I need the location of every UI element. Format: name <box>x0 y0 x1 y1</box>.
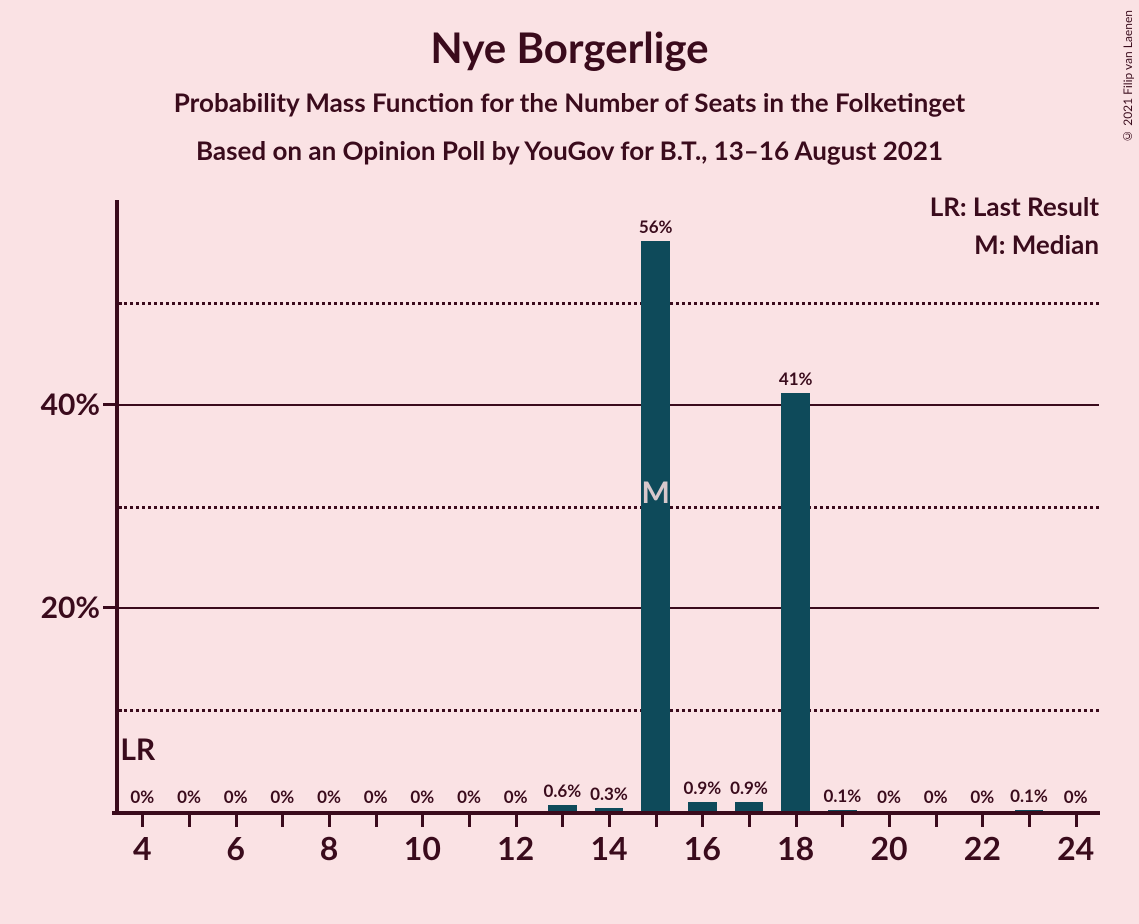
bar <box>595 808 624 811</box>
x-tick-mark <box>561 815 564 827</box>
x-tick-mark <box>235 815 238 827</box>
x-tick-mark <box>981 815 984 827</box>
x-tick-label: 10 <box>404 828 441 867</box>
y-tick-label: 40% <box>41 386 100 422</box>
x-tick-mark <box>608 815 611 827</box>
bar <box>641 241 670 811</box>
x-tick-label: 24 <box>1057 828 1094 867</box>
bar-value-label: 0.3% <box>590 783 628 804</box>
x-tick-mark <box>375 815 378 827</box>
bar-value-label: 0% <box>317 786 341 807</box>
bar-value-label: 0% <box>130 786 154 807</box>
bar-value-label: 0.1% <box>1010 785 1048 806</box>
x-tick-mark <box>188 815 191 827</box>
grid-minor <box>119 709 1099 712</box>
bar-value-label: 0% <box>970 786 994 807</box>
chart-subtitle-2: Based on an Opinion Poll by YouGov for B… <box>0 134 1139 166</box>
chart-title: Nye Borgerlige <box>0 22 1139 72</box>
grid-minor <box>119 506 1099 509</box>
bar-value-label: 0% <box>364 786 388 807</box>
x-tick-mark <box>795 815 798 827</box>
bar <box>1015 810 1044 811</box>
x-tick-label: 6 <box>226 828 245 867</box>
x-tick-mark <box>1028 815 1031 827</box>
x-tick-mark <box>841 815 844 827</box>
x-tick-mark <box>421 815 424 827</box>
bar-value-label: 0% <box>224 786 248 807</box>
bar-value-label: 0.1% <box>823 785 861 806</box>
bar-value-label: 0% <box>177 786 201 807</box>
bar <box>781 393 810 811</box>
x-tick-mark <box>281 815 284 827</box>
title-block: Nye Borgerlige Probability Mass Function… <box>0 0 1139 166</box>
x-tick-mark <box>515 815 518 827</box>
grid-major <box>119 607 1099 609</box>
bar-value-label: 41% <box>779 368 813 389</box>
bar-value-label: 0% <box>504 786 528 807</box>
median-marker: M <box>641 474 669 510</box>
bar <box>735 802 764 811</box>
bar-value-label: 0% <box>924 786 948 807</box>
x-tick-mark <box>748 815 751 827</box>
bar-value-label: 56% <box>639 216 673 237</box>
x-tick-label: 18 <box>777 828 814 867</box>
x-tick-mark <box>141 815 144 827</box>
x-tick-label: 8 <box>320 828 339 867</box>
y-tick-label: 20% <box>41 589 100 625</box>
x-tick-mark <box>468 815 471 827</box>
bar <box>548 805 577 811</box>
copyright-notice: © 2021 Filip van Laenen <box>1120 10 1135 144</box>
y-tick-mark <box>103 403 115 406</box>
bar-value-label: 0% <box>457 786 481 807</box>
bar-value-label: 0.6% <box>543 780 581 801</box>
x-tick-label: 22 <box>964 828 1001 867</box>
bar-value-label: 0% <box>877 786 901 807</box>
x-tick-label: 20 <box>870 828 907 867</box>
bar-value-label: 0.9% <box>730 777 768 798</box>
x-tick-label: 4 <box>133 828 152 867</box>
bar-value-label: 0% <box>1064 786 1088 807</box>
x-axis <box>112 811 1100 815</box>
bar-value-label: 0% <box>410 786 434 807</box>
x-tick-mark <box>888 815 891 827</box>
chart-subtitle-1: Probability Mass Function for the Number… <box>0 86 1139 118</box>
y-tick-mark <box>103 606 115 609</box>
grid-minor <box>119 302 1099 305</box>
chart-plot-area: 20%40%46810121416182022240%0%0%0%0%0%0%0… <box>115 200 1100 815</box>
x-tick-mark <box>935 815 938 827</box>
x-tick-label: 16 <box>684 828 721 867</box>
bar-value-label: 0.9% <box>683 777 721 798</box>
x-tick-mark <box>701 815 704 827</box>
grid-major <box>119 404 1099 406</box>
x-tick-mark <box>655 815 658 827</box>
bar <box>688 802 717 811</box>
bar-value-label: 0% <box>270 786 294 807</box>
bar <box>828 810 857 811</box>
x-tick-mark <box>328 815 331 827</box>
x-tick-label: 14 <box>590 828 627 867</box>
lr-marker: LR <box>120 731 155 767</box>
x-tick-label: 12 <box>497 828 534 867</box>
x-tick-mark <box>1075 815 1078 827</box>
